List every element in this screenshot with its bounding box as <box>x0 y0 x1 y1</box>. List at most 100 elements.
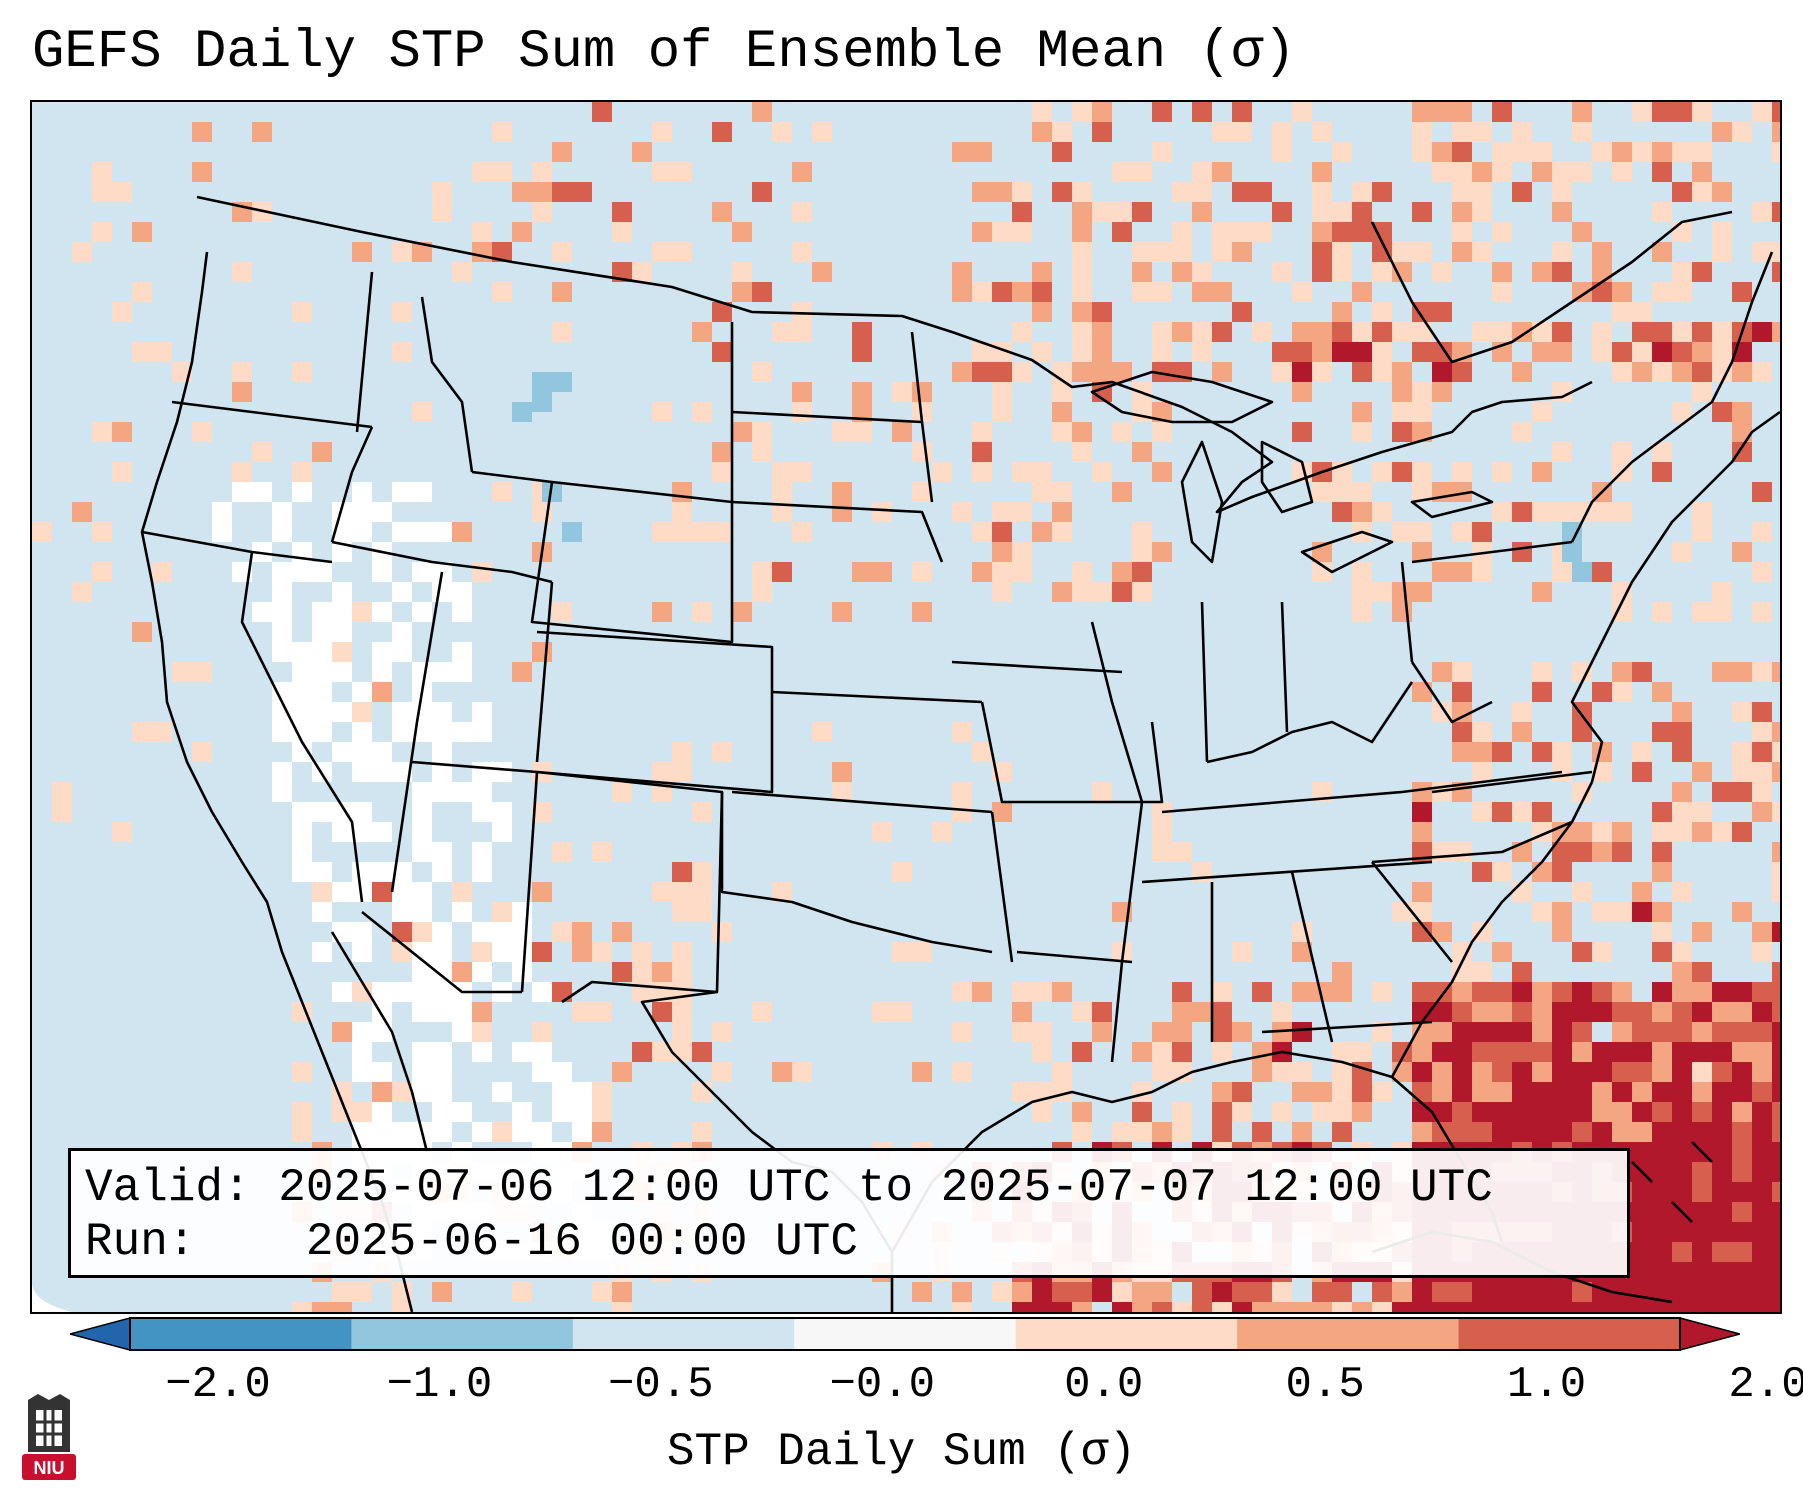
stp-cell <box>1492 742 1512 762</box>
stp-cell <box>1492 162 1512 182</box>
stp-cell <box>1352 362 1372 382</box>
stp-cell <box>1692 142 1712 162</box>
stp-cell <box>112 422 132 442</box>
stp-cell <box>1472 962 1492 982</box>
stp-cell <box>1772 862 1780 882</box>
stp-cell <box>1632 1302 1652 1312</box>
stp-cell <box>1132 1282 1152 1302</box>
stp-cell <box>1112 202 1132 222</box>
stp-cell <box>1532 1022 1552 1042</box>
run-label: Run: <box>85 1216 196 1268</box>
stp-cell <box>1332 482 1352 502</box>
stp-cell <box>892 862 912 882</box>
stp-cell <box>992 542 1012 562</box>
stp-cell <box>1492 1002 1512 1022</box>
stp-cell <box>1132 282 1152 302</box>
stp-cell <box>1412 802 1432 822</box>
neutral-cell <box>292 822 312 842</box>
stp-cell <box>1712 362 1732 382</box>
stp-cell <box>612 1282 632 1302</box>
neutral-cell <box>532 1062 552 1082</box>
stp-cell <box>1532 742 1552 762</box>
stp-cell <box>1712 322 1732 342</box>
stp-cell <box>972 222 992 242</box>
stp-cell <box>1192 1302 1212 1312</box>
stp-cell <box>1272 362 1292 382</box>
stp-cell <box>1572 982 1592 1002</box>
stp-cell <box>1332 1302 1352 1312</box>
neutral-cell <box>412 882 432 902</box>
neutral-cell <box>292 722 312 742</box>
stp-cell <box>1672 182 1692 202</box>
stp-cell <box>1672 1022 1692 1042</box>
stp-cell <box>1752 1002 1772 1022</box>
stp-cell <box>632 962 652 982</box>
stp-cell <box>1212 222 1232 242</box>
stp-cell <box>1512 802 1532 822</box>
stp-cell <box>1052 522 1072 542</box>
stp-cell <box>1572 1302 1592 1312</box>
neutral-cell <box>432 1082 452 1102</box>
stp-cell <box>72 242 92 262</box>
stp-cell <box>1732 982 1752 1002</box>
stp-cell <box>1032 282 1052 302</box>
stp-cell <box>1632 1002 1652 1022</box>
wa-or-border <box>171 400 373 429</box>
stp-cell <box>1712 662 1732 682</box>
stp-cell <box>1572 102 1592 122</box>
stp-cell <box>1312 1302 1332 1312</box>
stp-cell <box>1772 142 1780 162</box>
neutral-cell <box>252 602 272 622</box>
stp-cell <box>1332 1042 1352 1062</box>
stp-cell <box>792 302 812 322</box>
az-nm-border <box>520 771 539 993</box>
stp-cell <box>1432 1002 1452 1022</box>
stp-cell <box>1712 1102 1732 1122</box>
stp-cell <box>1692 1262 1712 1282</box>
stp-cell <box>652 242 672 262</box>
stp-cell <box>1072 202 1092 222</box>
stp-cell <box>1012 502 1032 522</box>
neutral-cell <box>412 902 432 922</box>
neutral-cell <box>332 742 352 762</box>
stp-cell <box>752 282 772 302</box>
stp-cell <box>612 922 632 942</box>
stp-cell <box>1172 1022 1192 1042</box>
stp-cell <box>1012 542 1032 562</box>
stp-cell <box>332 1302 352 1312</box>
stp-cell <box>1232 1302 1252 1312</box>
stp-cell <box>132 722 152 742</box>
stp-cell <box>1612 442 1632 462</box>
baja-coast <box>330 931 429 1153</box>
stp-cell <box>892 382 912 402</box>
stp-cell <box>1312 222 1332 242</box>
stp-cell <box>1052 1062 1072 1082</box>
valid-label: Valid: <box>85 1162 251 1214</box>
stp-cell <box>1432 842 1452 862</box>
neutral-cell <box>312 862 332 882</box>
stp-cell <box>1552 1022 1572 1042</box>
stp-cell <box>652 602 672 622</box>
stp-cell <box>1612 602 1632 622</box>
stp-cell <box>1212 1302 1232 1312</box>
stp-cell <box>1452 102 1472 122</box>
stp-cell <box>112 182 132 202</box>
stp-cell <box>1152 1302 1172 1312</box>
stp-cell <box>1052 982 1072 1002</box>
stp-cell <box>1532 162 1552 182</box>
stp-cell <box>1412 1022 1432 1042</box>
stp-cell <box>1112 222 1132 242</box>
stp-cell <box>712 1062 732 1082</box>
stp-cell <box>592 1282 612 1302</box>
stp-cell <box>1332 142 1352 162</box>
stp-cell <box>1412 542 1432 562</box>
stp-cell <box>1652 1022 1672 1042</box>
stp-cell <box>1072 282 1092 302</box>
stp-cell <box>492 1122 512 1142</box>
stp-cell <box>1672 1082 1692 1102</box>
stp-cell <box>652 162 672 182</box>
stp-cell <box>1352 602 1372 622</box>
stp-cell <box>1532 1302 1552 1312</box>
stp-cell <box>1452 842 1472 862</box>
stp-cell <box>1592 242 1612 262</box>
